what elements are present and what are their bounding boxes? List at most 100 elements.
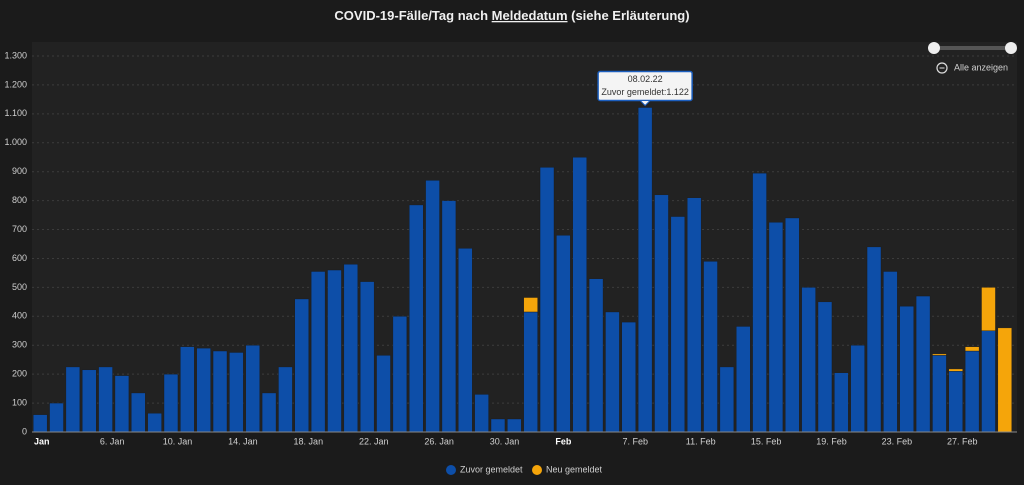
- bar: [834, 372, 849, 433]
- bar: [131, 392, 146, 433]
- bar: [523, 297, 538, 313]
- x-tick-label: 23. Feb: [882, 436, 913, 446]
- bar: [850, 345, 865, 433]
- bar: [539, 167, 555, 433]
- bar: [948, 368, 963, 372]
- bar: [33, 414, 48, 433]
- legend-swatch: [532, 465, 542, 475]
- bar: [817, 301, 833, 433]
- bar: [327, 269, 342, 433]
- legend-label[interactable]: Zuvor gemeldet: [460, 464, 523, 474]
- bar: [964, 346, 980, 352]
- bar: [65, 366, 81, 433]
- bar: [670, 216, 685, 433]
- bar: [621, 321, 636, 433]
- bar: [523, 311, 538, 433]
- x-tick-label: 27. Feb: [947, 436, 978, 446]
- bar: [932, 355, 947, 433]
- y-tick-label: 1.300: [4, 50, 27, 60]
- bar: [572, 157, 587, 433]
- plot: 0 100 200 300 400 500 600 700 800 900 1.000 1.100 1.…: [4, 50, 1017, 446]
- y-tick-label: 1.200: [4, 79, 27, 89]
- bar: [245, 345, 260, 433]
- bar: [703, 261, 718, 433]
- bar: [736, 326, 751, 433]
- x-tick-label: 7. Feb: [623, 436, 649, 446]
- bar: [997, 327, 1012, 433]
- x-tick-label: 10. Jan: [163, 436, 193, 446]
- bar: [490, 418, 506, 433]
- legend-label[interactable]: Neu gemeldet: [546, 464, 603, 474]
- y-tick-label: 300: [12, 340, 27, 350]
- bar: [883, 271, 898, 433]
- bar: [899, 305, 914, 433]
- x-tick-label: 30. Jan: [490, 436, 520, 446]
- bar: [278, 366, 293, 433]
- bar: [785, 217, 800, 433]
- y-tick-label: 400: [12, 311, 27, 321]
- bar: [981, 287, 996, 331]
- legend-swatch: [446, 465, 456, 475]
- y-tick-label: 100: [12, 397, 27, 407]
- x-tick-label: 15. Feb: [751, 436, 782, 446]
- title-part: (siehe Erläuterung): [568, 8, 690, 23]
- bar: [474, 394, 489, 433]
- bar: [687, 197, 702, 433]
- bar: [310, 271, 326, 433]
- bar: [343, 264, 359, 433]
- bar: [98, 366, 113, 433]
- bar: [768, 222, 784, 433]
- bar: [637, 107, 653, 433]
- zoom-reset[interactable]: Alle anzeigen: [936, 62, 1008, 74]
- title-link[interactable]: Meldedatum: [492, 8, 568, 23]
- bar: [229, 352, 244, 433]
- bar: [212, 350, 228, 433]
- bar: [409, 204, 424, 433]
- zoom-icon: [936, 62, 948, 74]
- tooltip-pointer: [638, 99, 652, 107]
- x-tick-label: Jan: [34, 436, 50, 446]
- bar: [163, 373, 179, 433]
- x-tick-label: 14. Jan: [228, 436, 258, 446]
- bar: [719, 366, 735, 433]
- bar: [114, 375, 130, 433]
- bar: [425, 180, 440, 433]
- bar: [196, 347, 211, 433]
- legend: Zuvor gemeldet Neu gemeldet: [446, 464, 603, 475]
- bar: [801, 287, 816, 433]
- bar: [507, 418, 522, 433]
- bar: [180, 346, 195, 433]
- bar: [147, 413, 162, 433]
- bar: [605, 311, 620, 433]
- zoom-handle[interactable]: [928, 42, 940, 54]
- bar: [441, 200, 457, 433]
- tooltip-title: 08.02.22: [628, 74, 663, 84]
- bar: [964, 350, 980, 433]
- x-tick-label: Feb: [555, 436, 572, 446]
- bar: [915, 295, 931, 433]
- y-tick-label: 0: [22, 426, 27, 436]
- bar: [654, 194, 669, 433]
- bar: [752, 172, 767, 433]
- y-tick-label: 800: [12, 195, 27, 205]
- y-tick-label: 1.100: [4, 108, 27, 118]
- bar: [556, 235, 571, 433]
- zoom-handle[interactable]: [1005, 42, 1017, 54]
- bar: [866, 246, 882, 433]
- x-tick-label: 18. Jan: [294, 436, 324, 446]
- x-tick-label: 11. Feb: [686, 436, 716, 446]
- y-tick-label: 900: [12, 166, 27, 176]
- y-tick-label: 1.000: [4, 137, 27, 147]
- x-tick-label: 22. Jan: [359, 436, 389, 446]
- y-tick-label: 500: [12, 282, 27, 292]
- x-tick-label: 6. Jan: [100, 436, 125, 446]
- bar: [376, 355, 391, 433]
- bar: [588, 278, 604, 433]
- tooltip-text: Zuvor gemeldet:1.122: [601, 87, 689, 97]
- bar: [932, 353, 947, 356]
- x-tick-label: 19. Feb: [816, 436, 847, 446]
- zoom-label: Alle anzeigen: [954, 62, 1008, 72]
- bar: [981, 330, 996, 433]
- y-tick-label: 700: [12, 224, 27, 234]
